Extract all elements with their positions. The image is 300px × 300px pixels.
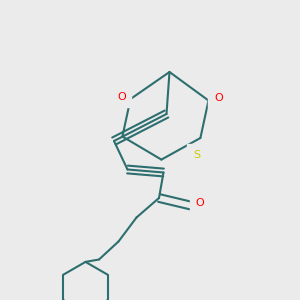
Text: S: S [193,149,200,160]
Text: O: O [214,93,223,103]
Text: O: O [117,92,126,102]
Text: O: O [196,197,205,208]
